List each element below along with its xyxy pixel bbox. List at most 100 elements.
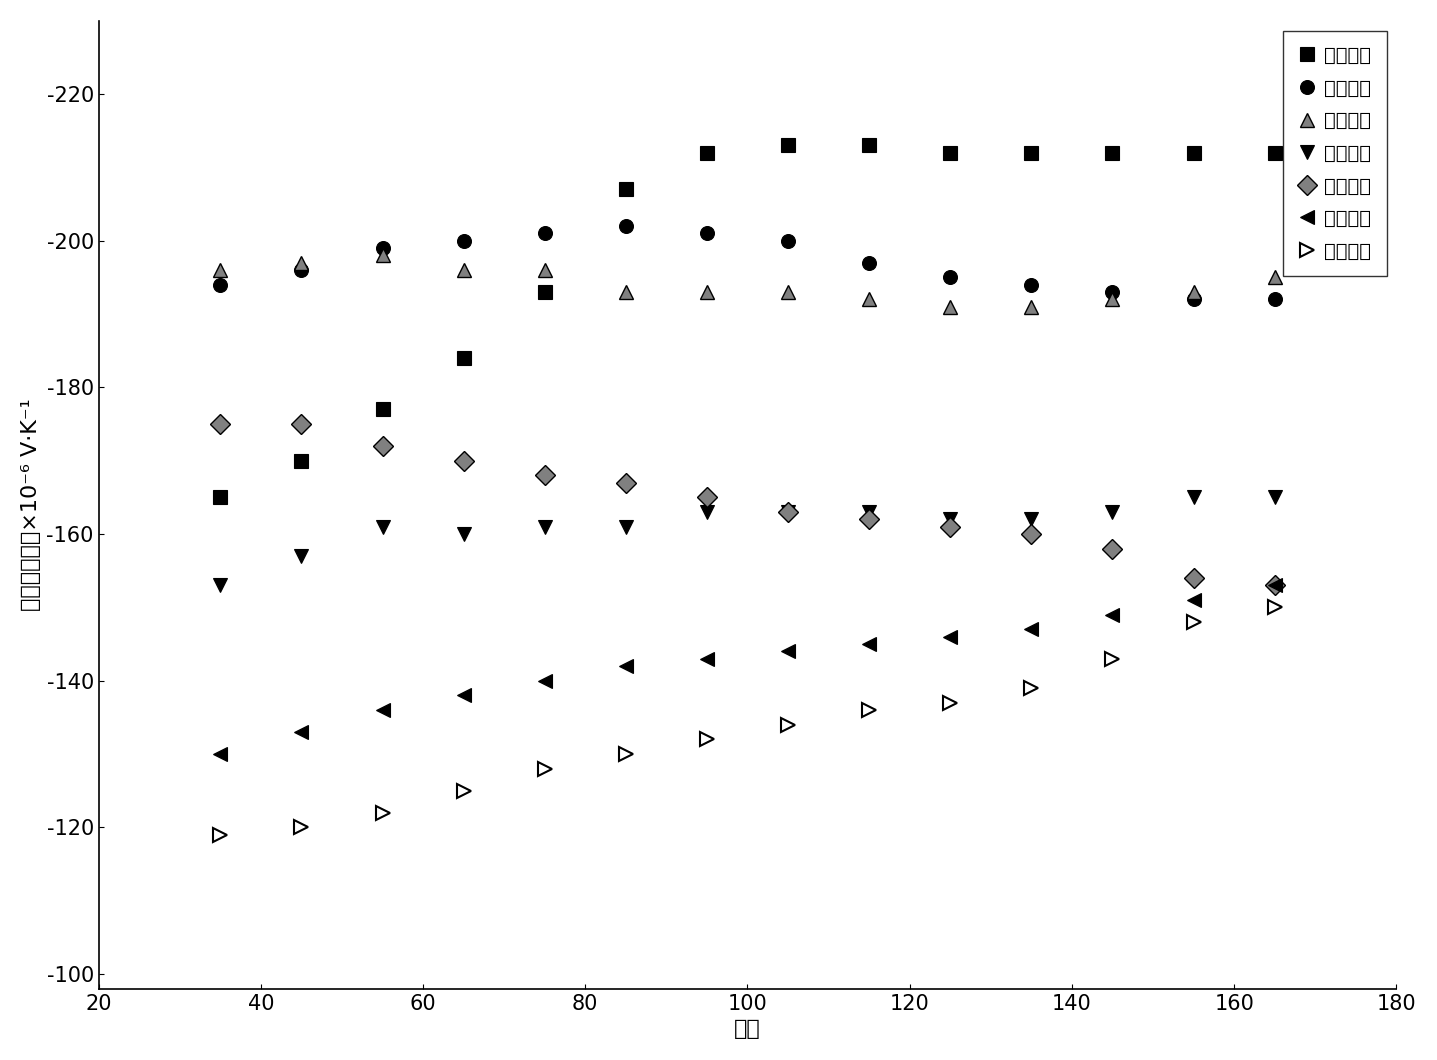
实施例五 — [211, 418, 228, 430]
实施例五 — [456, 455, 473, 467]
对比例二 — [374, 807, 391, 819]
Legend: 实施例一, 实施例二, 实施例三, 实施例四, 实施例五, 对比例一, 对比例二: 实施例一, 实施例二, 实施例三, 实施例四, 实施例五, 对比例一, 对比例二 — [1283, 31, 1387, 277]
实施例一 — [1266, 146, 1283, 159]
实施例五 — [861, 513, 878, 526]
实施例一 — [698, 146, 716, 159]
实施例二 — [293, 264, 310, 277]
实施例二 — [618, 219, 635, 232]
实施例一 — [618, 183, 635, 196]
对比例二 — [1186, 616, 1203, 629]
对比例二 — [211, 829, 228, 842]
Line: 实施例一: 实施例一 — [213, 139, 1282, 505]
实施例四 — [456, 528, 473, 541]
对比例二 — [536, 762, 553, 775]
实施例二 — [1186, 294, 1203, 306]
实施例五 — [779, 506, 796, 518]
实施例三 — [293, 257, 310, 269]
实施例二 — [941, 271, 958, 284]
对比例一 — [941, 631, 958, 643]
Y-axis label: 热电势系数，×10⁻⁶ V·K⁻¹: 热电势系数，×10⁻⁶ V·K⁻¹ — [20, 399, 40, 612]
对比例二 — [1266, 601, 1283, 614]
对比例一 — [456, 689, 473, 702]
实施例三 — [941, 300, 958, 313]
实施例三 — [1186, 286, 1203, 299]
实施例二 — [779, 234, 796, 247]
实施例一 — [293, 455, 310, 467]
对比例一 — [211, 747, 228, 760]
对比例二 — [941, 696, 958, 709]
实施例三 — [698, 286, 716, 299]
实施例四 — [211, 579, 228, 591]
实施例一 — [211, 491, 228, 504]
实施例四 — [779, 506, 796, 518]
实施例四 — [374, 520, 391, 533]
实施例一 — [941, 146, 958, 159]
实施例五 — [941, 520, 958, 533]
对比例二 — [779, 719, 796, 731]
实施例四 — [1104, 506, 1121, 518]
实施例三 — [1023, 300, 1040, 313]
对比例二 — [698, 734, 716, 746]
实施例一 — [536, 286, 553, 299]
对比例一 — [1104, 608, 1121, 621]
实施例二 — [536, 227, 553, 240]
实施例四 — [618, 520, 635, 533]
对比例二 — [1104, 652, 1121, 665]
实施例四 — [293, 550, 310, 563]
实施例四 — [1186, 491, 1203, 504]
实施例二 — [211, 279, 228, 292]
对比例一 — [861, 638, 878, 651]
实施例四 — [861, 506, 878, 518]
实施例二 — [1023, 279, 1040, 292]
实施例四 — [536, 520, 553, 533]
实施例三 — [536, 264, 553, 277]
Line: 对比例二: 对比例二 — [213, 601, 1282, 842]
实施例三 — [779, 286, 796, 299]
实施例一 — [1186, 146, 1203, 159]
实施例三 — [1104, 294, 1121, 306]
对比例二 — [293, 822, 310, 834]
对比例一 — [1266, 579, 1283, 591]
实施例二 — [456, 234, 473, 247]
实施例三 — [861, 294, 878, 306]
实施例一 — [861, 139, 878, 152]
对比例一 — [618, 659, 635, 672]
实施例五 — [293, 418, 310, 430]
实施例五 — [618, 476, 635, 489]
实施例三 — [456, 264, 473, 277]
实施例五 — [536, 470, 553, 482]
对比例一 — [1186, 594, 1203, 606]
实施例三 — [1266, 271, 1283, 284]
Line: 实施例二: 实施例二 — [213, 219, 1282, 306]
X-axis label: 温度: 温度 — [734, 1019, 760, 1039]
实施例一 — [1023, 146, 1040, 159]
实施例五 — [1266, 579, 1283, 591]
实施例二 — [374, 242, 391, 254]
实施例四 — [1023, 513, 1040, 526]
对比例二 — [1023, 682, 1040, 694]
实施例四 — [1266, 491, 1283, 504]
Line: 对比例一: 对比例一 — [213, 579, 1282, 761]
实施例三 — [618, 286, 635, 299]
实施例一 — [1104, 146, 1121, 159]
实施例一 — [374, 403, 391, 416]
实施例四 — [698, 506, 716, 518]
实施例二 — [861, 257, 878, 269]
对比例一 — [698, 652, 716, 665]
对比例一 — [1023, 623, 1040, 636]
对比例一 — [293, 726, 310, 739]
实施例四 — [941, 513, 958, 526]
Line: 实施例三: 实施例三 — [213, 248, 1282, 314]
实施例五 — [374, 440, 391, 453]
实施例二 — [1104, 286, 1121, 299]
对比例二 — [618, 747, 635, 760]
实施例二 — [1266, 294, 1283, 306]
实施例一 — [779, 139, 796, 152]
实施例五 — [1186, 571, 1203, 584]
实施例三 — [211, 264, 228, 277]
对比例一 — [779, 646, 796, 658]
实施例三 — [374, 249, 391, 262]
对比例二 — [456, 784, 473, 797]
Line: 实施例五: 实施例五 — [213, 418, 1282, 593]
实施例五 — [698, 491, 716, 504]
